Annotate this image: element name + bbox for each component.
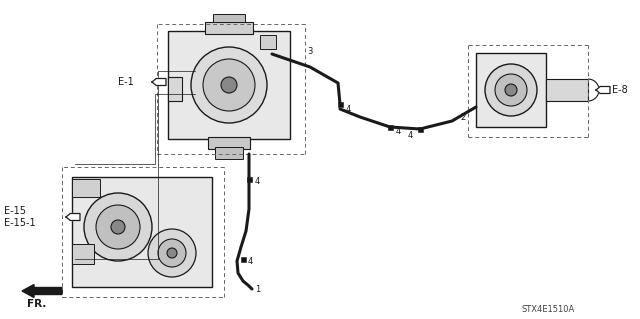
Text: E-15: E-15: [4, 206, 26, 216]
Text: STX4E1510A: STX4E1510A: [522, 305, 575, 314]
Bar: [72, 179, 100, 197]
Text: FR.: FR.: [28, 299, 47, 309]
Text: 4: 4: [396, 127, 401, 136]
Polygon shape: [152, 78, 166, 85]
Bar: [208, 137, 250, 149]
Circle shape: [495, 74, 527, 106]
Text: 4: 4: [248, 257, 253, 266]
Text: E-1: E-1: [118, 77, 134, 87]
Polygon shape: [596, 86, 610, 93]
Circle shape: [485, 64, 537, 116]
Bar: [387, 124, 392, 130]
Bar: [168, 77, 182, 101]
FancyArrow shape: [22, 285, 62, 298]
Circle shape: [96, 205, 140, 249]
Text: E-15-1: E-15-1: [4, 218, 36, 228]
Circle shape: [158, 239, 186, 267]
Bar: [72, 177, 212, 287]
Bar: [213, 14, 245, 22]
Text: 4: 4: [346, 105, 351, 114]
Bar: [215, 147, 243, 159]
Text: 2: 2: [460, 113, 465, 122]
Bar: [260, 35, 276, 49]
Text: 1: 1: [255, 285, 260, 293]
Circle shape: [203, 59, 255, 111]
Bar: [72, 244, 94, 264]
Bar: [546, 79, 588, 101]
Bar: [417, 127, 422, 131]
Bar: [337, 101, 342, 107]
Text: 4: 4: [408, 131, 413, 140]
Bar: [205, 22, 253, 34]
Text: 3: 3: [307, 47, 312, 56]
Bar: [168, 31, 290, 139]
Text: 4: 4: [255, 176, 260, 186]
Circle shape: [505, 84, 517, 96]
Circle shape: [167, 248, 177, 258]
Polygon shape: [66, 213, 80, 220]
Circle shape: [221, 77, 237, 93]
Circle shape: [84, 193, 152, 261]
Bar: [476, 53, 546, 127]
Text: E-8: E-8: [612, 85, 628, 95]
Circle shape: [111, 220, 125, 234]
Bar: [241, 256, 246, 262]
Bar: [246, 176, 252, 182]
Circle shape: [148, 229, 196, 277]
Circle shape: [191, 47, 267, 123]
